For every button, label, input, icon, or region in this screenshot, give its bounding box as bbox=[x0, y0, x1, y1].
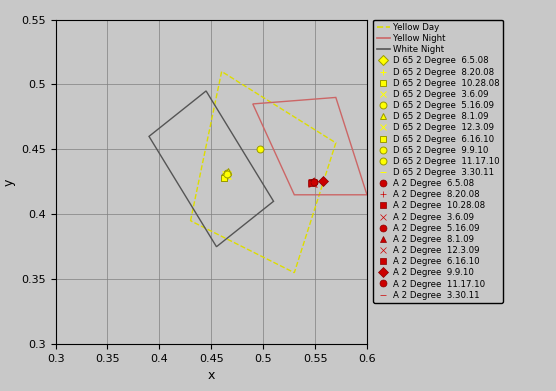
Y-axis label: y: y bbox=[3, 178, 16, 185]
Legend: Yellow Day, Yellow Night, White Night, D 65 2 Degree  6.5.08, D 65 2 Degree  8.2: Yellow Day, Yellow Night, White Night, D… bbox=[373, 20, 503, 303]
X-axis label: x: x bbox=[207, 369, 215, 382]
